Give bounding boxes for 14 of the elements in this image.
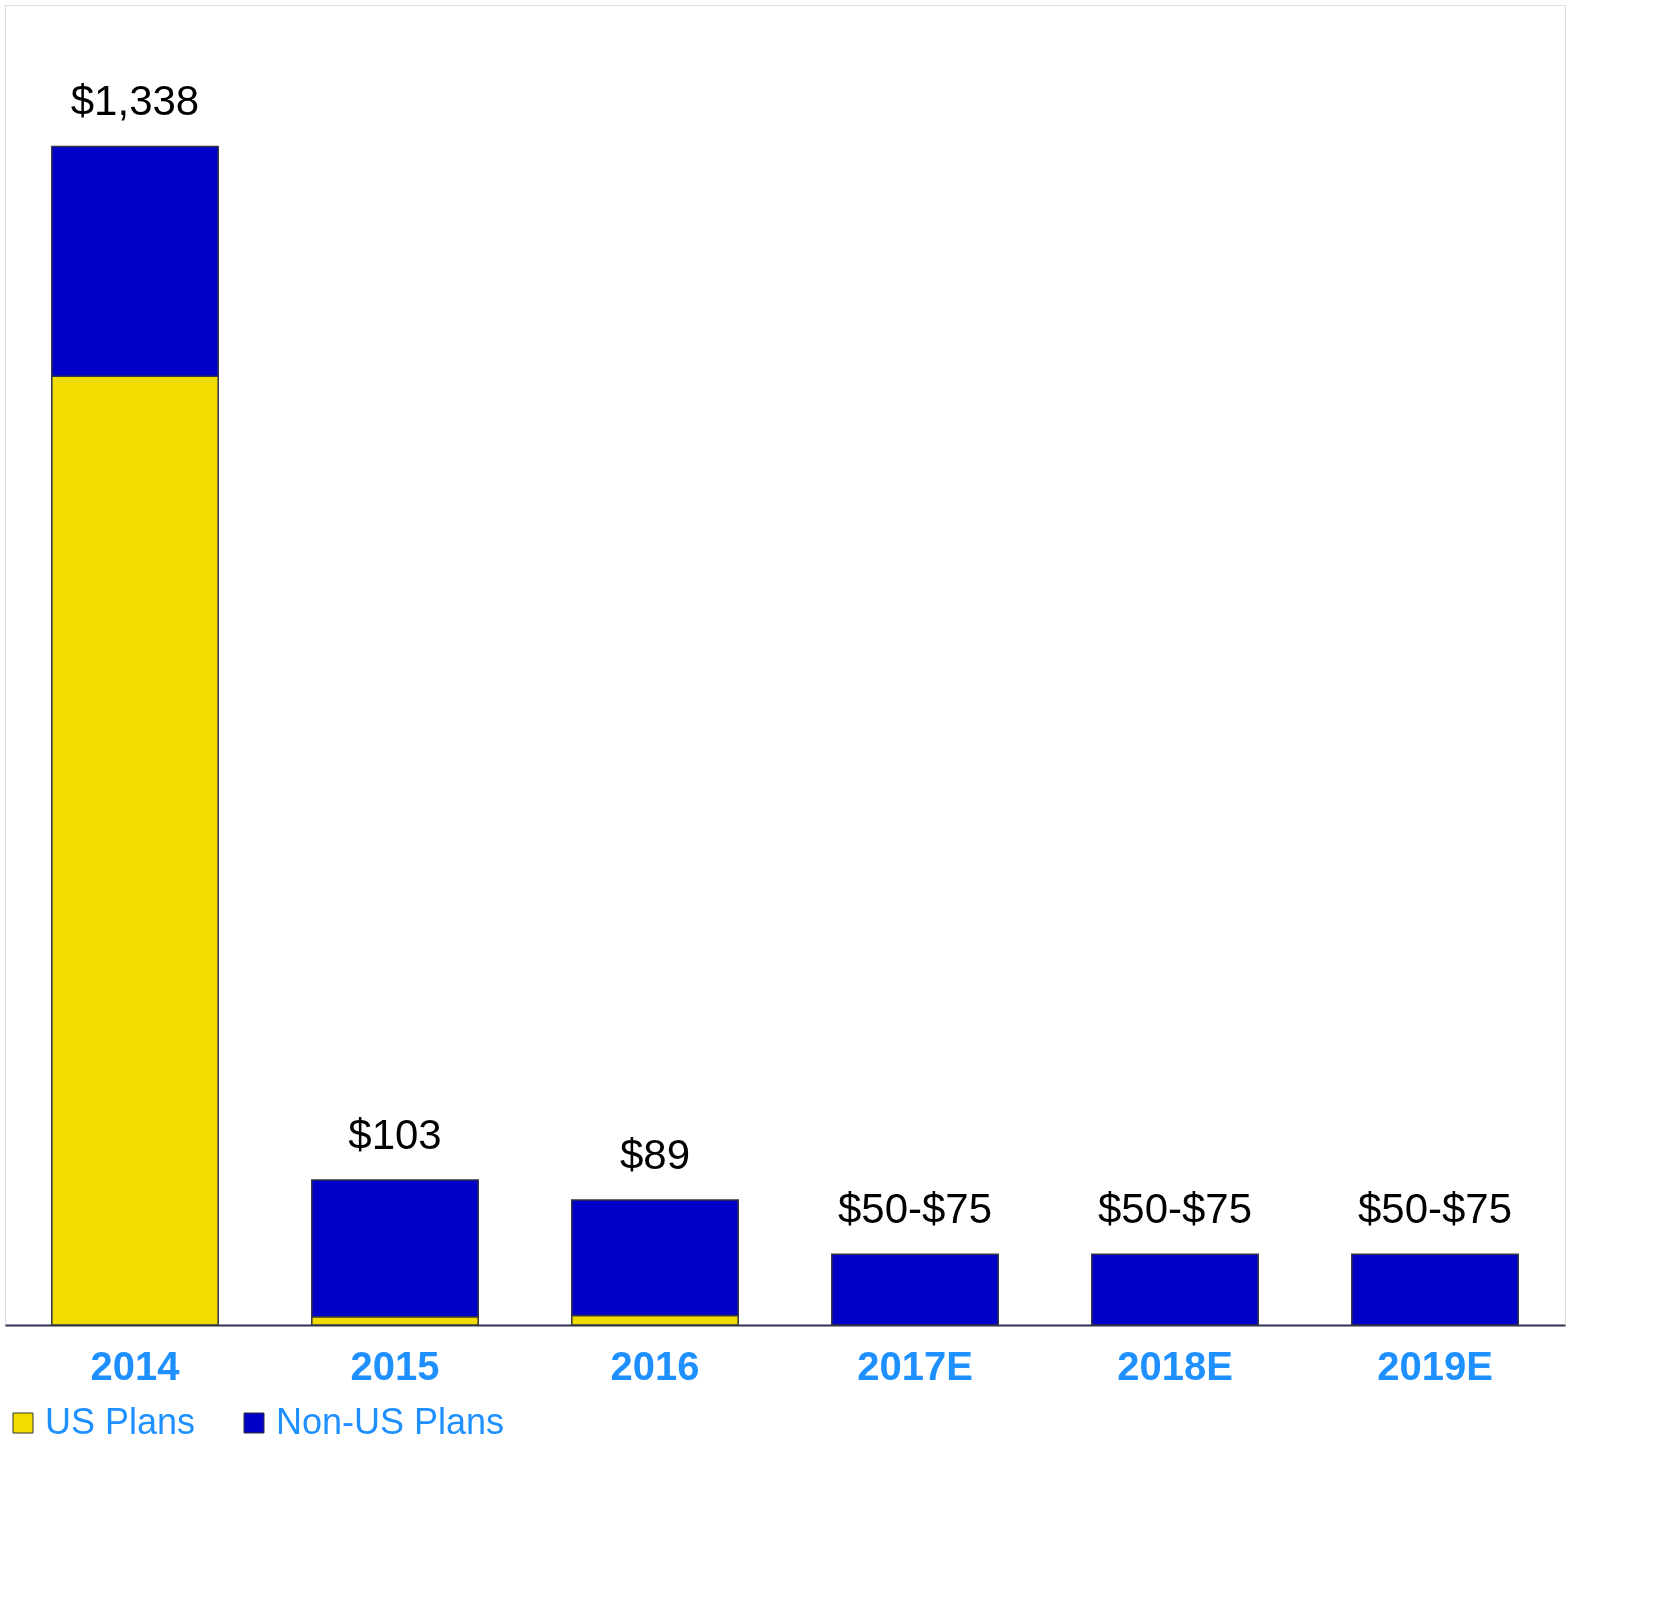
x-tick-label: 2017E [857,1343,973,1388]
annotation: $103 [348,1111,442,1159]
annotation: $50-$75 [1097,1185,1253,1233]
annotation: $50-$75 [837,1185,993,1233]
x-tick-label: 2014 [90,1343,181,1388]
annotation: $89 [619,1131,691,1179]
x-tick-label: 2019E [1377,1343,1493,1388]
x-tick-label: 2016 [610,1343,700,1388]
annotation: $1,338 [70,77,200,125]
x-tick-label: 2015 [350,1343,440,1388]
annotation: $50-$75 [1357,1185,1513,1233]
legend-label: US Plans [45,1401,196,1442]
x-tick-label: 2018E [1117,1343,1233,1388]
legend-label: Non-US Plans [276,1401,505,1442]
